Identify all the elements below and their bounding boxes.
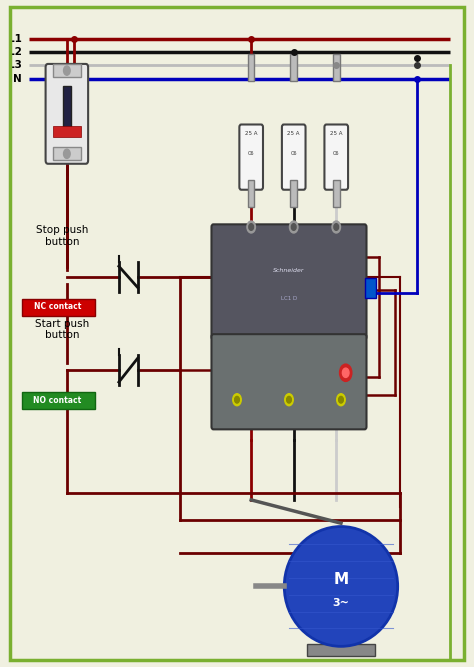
FancyBboxPatch shape xyxy=(239,125,263,189)
FancyBboxPatch shape xyxy=(46,64,88,164)
FancyBboxPatch shape xyxy=(22,299,95,315)
Text: Stop push
button: Stop push button xyxy=(36,225,88,247)
Bar xyxy=(291,180,297,207)
Circle shape xyxy=(290,221,298,233)
Text: N: N xyxy=(13,73,22,83)
Bar xyxy=(248,54,255,81)
Circle shape xyxy=(332,221,340,233)
Circle shape xyxy=(287,396,292,403)
Bar xyxy=(53,64,81,77)
Text: L3: L3 xyxy=(8,59,22,69)
Text: NC contact: NC contact xyxy=(34,302,81,311)
Bar xyxy=(53,126,81,137)
Circle shape xyxy=(249,223,254,230)
Text: NO contact: NO contact xyxy=(33,396,82,405)
FancyBboxPatch shape xyxy=(282,125,306,189)
Bar xyxy=(365,278,376,298)
Text: L2: L2 xyxy=(8,47,22,57)
Text: C6: C6 xyxy=(248,151,255,156)
FancyBboxPatch shape xyxy=(22,392,95,409)
Text: LC1 D: LC1 D xyxy=(281,296,297,301)
FancyBboxPatch shape xyxy=(211,224,366,340)
Bar xyxy=(291,54,297,81)
FancyBboxPatch shape xyxy=(211,334,366,430)
Circle shape xyxy=(64,149,70,159)
Circle shape xyxy=(64,66,70,75)
Bar xyxy=(248,180,255,207)
Text: 25 A: 25 A xyxy=(287,131,300,136)
Circle shape xyxy=(334,223,338,230)
Circle shape xyxy=(339,364,352,382)
Circle shape xyxy=(337,394,345,406)
Text: 3~: 3~ xyxy=(333,598,349,608)
Text: Start push
button: Start push button xyxy=(35,319,89,340)
Circle shape xyxy=(285,394,293,406)
Text: Schneider: Schneider xyxy=(273,268,305,273)
Bar xyxy=(333,54,339,81)
Circle shape xyxy=(292,223,296,230)
Text: C6: C6 xyxy=(333,151,339,156)
Circle shape xyxy=(247,221,255,233)
Text: 25 A: 25 A xyxy=(330,131,343,136)
FancyBboxPatch shape xyxy=(324,125,348,189)
Text: C6: C6 xyxy=(291,151,297,156)
Bar xyxy=(63,86,71,128)
Circle shape xyxy=(235,396,239,403)
Text: L1: L1 xyxy=(8,34,22,44)
Bar xyxy=(307,644,375,656)
Circle shape xyxy=(233,394,241,406)
Text: M: M xyxy=(333,572,348,587)
Circle shape xyxy=(342,368,349,378)
Circle shape xyxy=(338,396,343,403)
Bar xyxy=(333,180,339,207)
Bar xyxy=(53,147,81,161)
Ellipse shape xyxy=(284,526,398,646)
Text: 25 A: 25 A xyxy=(245,131,257,136)
